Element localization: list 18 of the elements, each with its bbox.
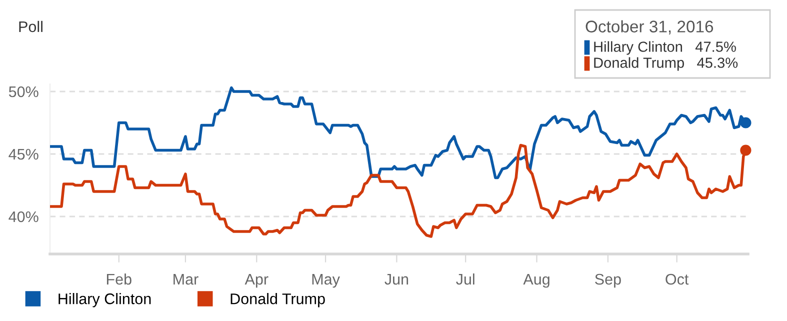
y-axis-title: Poll (19, 20, 42, 32)
x-tick-label: Jun (384, 274, 408, 285)
y-tick-label: 50% (8, 86, 38, 98)
x-tick-label: Oct (666, 274, 689, 285)
y-tick-label: 40% (8, 211, 38, 222)
x-tick-label: Mar (174, 274, 198, 285)
legend-label: Hillary Clinton (58, 293, 151, 308)
y-tick-label: 45% (8, 148, 38, 160)
x-tick-label: Aug (523, 274, 550, 288)
legend-label: Donald Trump (230, 293, 325, 308)
x-tick-label: Sep (595, 274, 621, 288)
x-tick-label: Jul (456, 273, 474, 285)
x-tick-label: Apr (244, 274, 268, 288)
text: Donald Trump 45.3% (594, 57, 738, 71)
text: Hillary Clinton 47.5% (594, 41, 736, 55)
x-tick-label: Feb (106, 273, 132, 285)
text: October 31, 2016 (586, 20, 714, 34)
x-tick-label: May (312, 274, 340, 288)
